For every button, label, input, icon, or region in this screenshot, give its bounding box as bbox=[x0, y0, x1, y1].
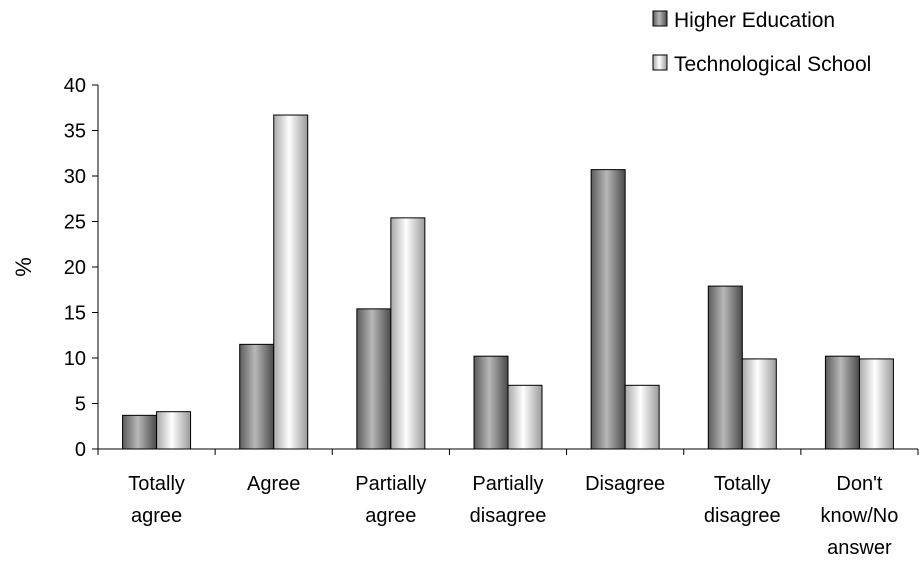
y-axis-title: % bbox=[11, 257, 36, 277]
y-tick-label: 30 bbox=[64, 166, 86, 188]
category-label: Totally agree bbox=[128, 473, 185, 527]
bar-series-2-cat-1 bbox=[156, 411, 192, 450]
y-tick-label: 0 bbox=[75, 439, 86, 461]
bar-series-1-cat-6 bbox=[707, 285, 743, 450]
y-tick-label: 35 bbox=[64, 121, 86, 143]
category-label: Totally disagree bbox=[704, 473, 781, 527]
bar-series-2-cat-6 bbox=[741, 358, 777, 450]
legend: Higher Education Technological School bbox=[652, 9, 871, 76]
legend-swatch-higher-education bbox=[652, 10, 668, 27]
y-tick-label: 40 bbox=[64, 75, 86, 97]
y-tick-label: 20 bbox=[64, 257, 86, 279]
bar-series-2-cat-7 bbox=[858, 358, 894, 450]
legend-swatch-technological-school bbox=[652, 54, 668, 71]
bar-series-1-cat-2 bbox=[239, 343, 275, 450]
bar-series-1-cat-5 bbox=[590, 169, 626, 450]
y-tick-label: 5 bbox=[75, 394, 86, 416]
category-label: Disagree bbox=[585, 473, 665, 495]
category-label: Partially agree bbox=[355, 473, 426, 527]
legend-label-technological-school: Technological School bbox=[674, 53, 871, 76]
category-label: Don't know/No answer bbox=[821, 473, 899, 559]
bar-series-1-cat-7 bbox=[824, 355, 860, 450]
bar-series-2-cat-3 bbox=[390, 217, 426, 450]
bar-series-2-cat-4 bbox=[507, 384, 543, 450]
bar-series-2-cat-2 bbox=[273, 114, 309, 450]
bar-series-2-cat-5 bbox=[624, 384, 660, 450]
y-tick-label: 25 bbox=[64, 212, 86, 234]
bar-series-1-cat-1 bbox=[122, 414, 158, 450]
category-labels: Totally agree Agree Partially agree Partially… bbox=[128, 473, 898, 559]
bar-series-1-cat-3 bbox=[356, 308, 392, 450]
y-tick-label: 10 bbox=[64, 348, 86, 370]
bar-series-1-cat-4 bbox=[473, 355, 509, 450]
y-axis-ticks: 0 5 10 15 20 25 30 35 40 bbox=[64, 75, 98, 461]
y-tick-label: 15 bbox=[64, 303, 86, 325]
bars bbox=[122, 114, 894, 450]
legend-label-higher-education: Higher Education bbox=[674, 9, 835, 32]
category-label: Partially disagree bbox=[470, 473, 547, 527]
axes bbox=[97, 85, 919, 455]
category-label: Agree bbox=[247, 473, 300, 495]
